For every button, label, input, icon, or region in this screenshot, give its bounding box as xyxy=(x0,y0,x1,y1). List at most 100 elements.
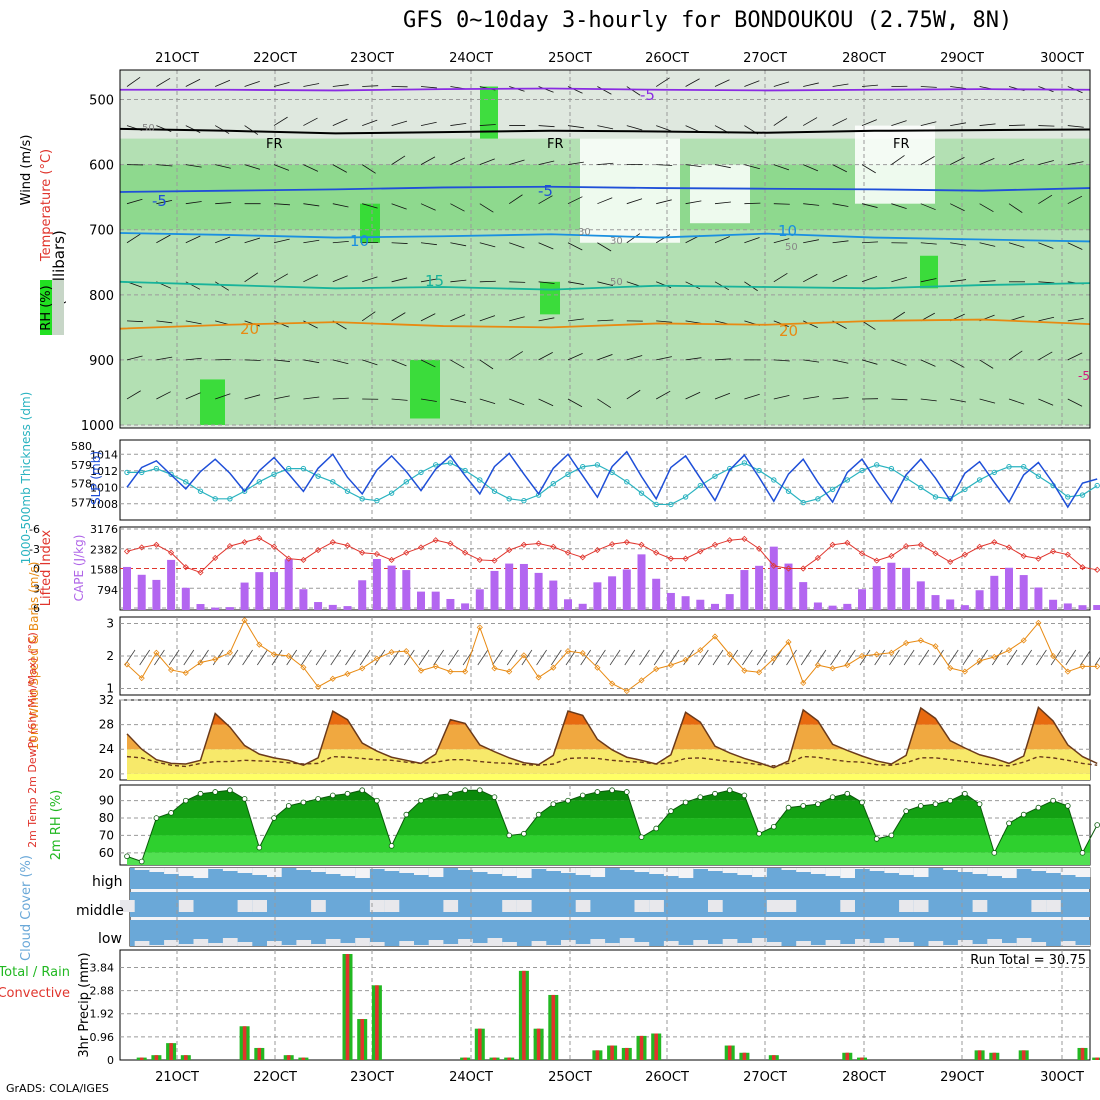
cloud-middle-gap xyxy=(120,900,135,912)
wind-barb xyxy=(391,359,407,367)
cloud-level-middle: middle xyxy=(76,903,124,919)
cloud-low-gap xyxy=(957,940,973,946)
wind-barb xyxy=(920,242,937,245)
temp-tick: 24 xyxy=(99,742,114,756)
wind-speed-point xyxy=(844,662,851,669)
li-line xyxy=(126,537,1098,574)
rh-point xyxy=(432,792,439,799)
wind10m-barb xyxy=(536,649,547,666)
thickness-point xyxy=(624,479,630,485)
cape-bar xyxy=(858,589,866,610)
li-point xyxy=(785,565,792,572)
wind-speed-point xyxy=(903,639,910,647)
cloud-middle-gap xyxy=(178,900,194,912)
cloud-middle-gap xyxy=(502,900,517,912)
wind-barb xyxy=(567,86,583,94)
wind-barb xyxy=(861,84,878,87)
wind-barb xyxy=(803,203,820,206)
wind-barb xyxy=(832,118,848,126)
wind-barb xyxy=(303,164,319,172)
li-point xyxy=(285,555,292,562)
cloud-low-gap xyxy=(1075,945,1091,946)
rh-point xyxy=(668,808,674,814)
wind-barb xyxy=(391,242,408,244)
wind10m-barb xyxy=(301,649,312,666)
wind-barb xyxy=(597,319,614,322)
rh-point xyxy=(447,790,454,797)
rh-label-5: 50 xyxy=(785,242,798,253)
rh-point xyxy=(903,808,909,814)
wind-speed-point xyxy=(814,662,821,669)
rh-point xyxy=(491,794,498,800)
temp-tick: 28 xyxy=(99,718,114,732)
wind-barb xyxy=(479,158,495,166)
li-tick: -6 xyxy=(29,523,40,536)
wind-barb xyxy=(773,394,790,400)
wind-barb xyxy=(362,85,379,87)
wind-barb xyxy=(509,398,525,406)
cloud-low-gap xyxy=(840,944,855,946)
cape-bar xyxy=(1005,567,1013,610)
precip-tick: 1.92 xyxy=(90,1008,115,1021)
wind-barb xyxy=(685,357,702,361)
wind-barb xyxy=(979,398,996,404)
rh-label-4: 30 xyxy=(578,227,591,238)
cloud-low-gap xyxy=(928,941,944,946)
li-point xyxy=(123,548,131,555)
isotherm-15 xyxy=(119,280,1091,291)
rh-point xyxy=(183,797,189,804)
thickness-point xyxy=(888,465,895,472)
rh-point xyxy=(315,796,321,802)
wind-speed-point xyxy=(153,649,160,656)
wind-barb xyxy=(920,156,935,165)
wind-barb xyxy=(861,320,876,330)
thickness-point xyxy=(241,488,248,494)
precip-convective-bar xyxy=(654,1033,658,1060)
wind10m-barb xyxy=(227,649,239,666)
wind-barb xyxy=(597,86,612,95)
precip-legend-convective: Convective xyxy=(0,986,70,1001)
rh-point xyxy=(403,811,410,818)
wind-barb xyxy=(126,233,141,244)
wind-barb xyxy=(1038,316,1055,322)
cloud-low-gap xyxy=(752,938,767,946)
cape-bar xyxy=(725,594,734,610)
wind-barb xyxy=(861,164,876,174)
thickness-point xyxy=(433,462,439,468)
precip-convective-bar xyxy=(610,1045,614,1060)
cape-bar xyxy=(152,579,161,610)
thickness-point xyxy=(991,469,997,476)
wind10m-barb xyxy=(918,649,930,666)
temp-tick: 20 xyxy=(99,767,114,781)
cloud-low-gap xyxy=(825,940,841,946)
wind10m-barb xyxy=(506,649,518,666)
cloud-high-gap xyxy=(267,868,282,877)
cloud-high-gap xyxy=(325,868,341,874)
temperature-axis-label: Temperature (°C) xyxy=(39,149,54,262)
cloud-middle-gap xyxy=(634,900,650,912)
upper-air-panel: 500 600 700 800 900 1000 50 30 50 30 50 -5 FR… xyxy=(81,69,1091,434)
temp-line xyxy=(126,706,1098,769)
thickness-point xyxy=(388,490,395,496)
cape-tick: 1588 xyxy=(90,564,118,577)
wind-barb xyxy=(832,274,848,283)
thickness-point xyxy=(521,497,527,504)
cloud-high-gap xyxy=(722,868,738,873)
li-point xyxy=(858,550,866,557)
wind-speed-point xyxy=(829,665,836,672)
wind-barb xyxy=(126,355,143,361)
svg-text:Wind (m/s): Wind (m/s) xyxy=(19,135,34,206)
precip-convective-bar xyxy=(478,1028,482,1060)
wind10m-barb xyxy=(521,649,533,666)
precip-convective-bar xyxy=(463,1057,467,1060)
li-point xyxy=(1005,544,1013,551)
wind-speed-point xyxy=(256,641,263,648)
wind-barb xyxy=(950,359,965,368)
thickness-point xyxy=(1079,492,1086,498)
thickness-point xyxy=(1065,494,1071,500)
wind-barb xyxy=(450,359,465,369)
cloud-low-gap xyxy=(722,939,738,946)
li-point xyxy=(873,557,880,564)
rh-point xyxy=(594,789,601,795)
wind-barb xyxy=(420,359,436,368)
